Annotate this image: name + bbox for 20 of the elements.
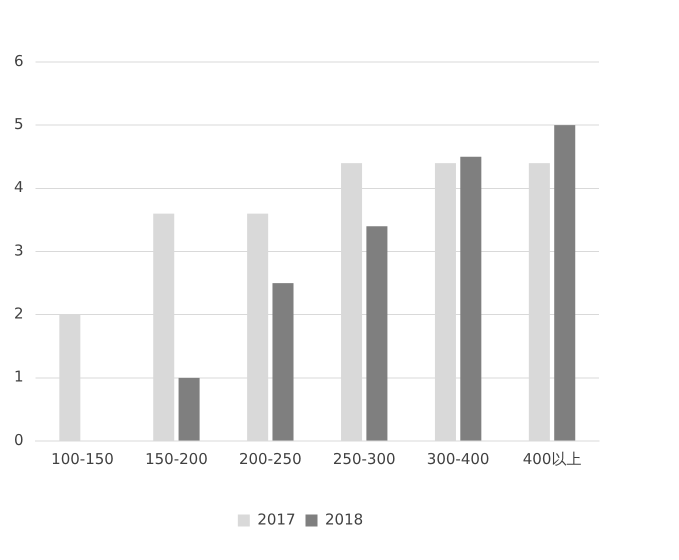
bar <box>554 125 576 440</box>
bar <box>178 378 200 440</box>
y-tick-label: 5 <box>14 115 24 134</box>
x-tick-label: 100-150 <box>51 450 114 468</box>
bar <box>272 283 294 440</box>
x-tick-label: 250-300 <box>332 450 396 468</box>
y-tick-label: 6 <box>14 52 24 70</box>
x-tick-label: 400以上 <box>522 450 582 468</box>
x-tick-label: 300-400 <box>426 450 490 468</box>
y-tick-label: 3 <box>14 241 24 260</box>
y-tick-label: 1 <box>14 368 24 386</box>
y-tick-label: 0 <box>14 430 24 449</box>
legend-label: 2018 <box>325 510 364 528</box>
bar <box>366 226 388 440</box>
bar <box>460 156 482 440</box>
y-tick-label: 4 <box>14 178 24 196</box>
legend-label: 2017 <box>257 510 296 528</box>
x-tick-label: 150-200 <box>145 450 208 468</box>
y-tick-label: 2 <box>14 304 24 323</box>
x-tick-label: 200-250 <box>238 450 302 468</box>
